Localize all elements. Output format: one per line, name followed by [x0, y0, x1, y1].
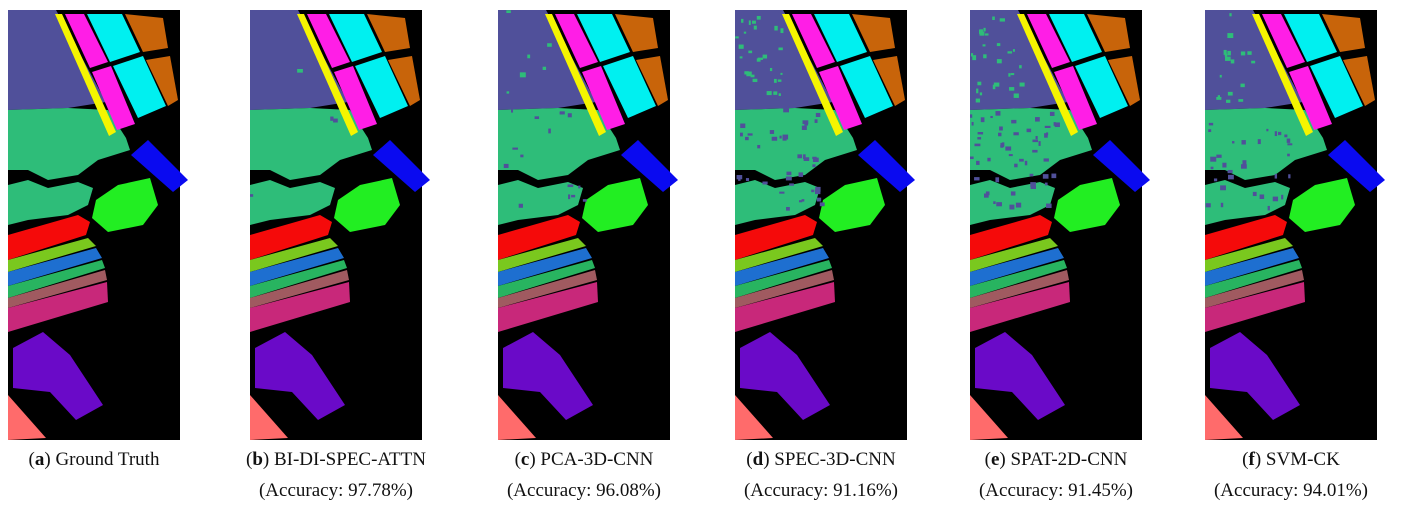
caption-title: (c) PCA-3D-CNN: [464, 444, 704, 475]
caption-title: (f) SVM-CK: [1171, 444, 1411, 475]
caption-text: ) Ground Truth: [44, 449, 159, 470]
classification-map: [250, 10, 430, 440]
accuracy: (Accuracy: 91.45%): [936, 475, 1176, 506]
caption: (f) SVM-CK(Accuracy: 94.01%): [1171, 444, 1411, 506]
caption-title: (a) Ground Truth: [0, 444, 214, 475]
accuracy: (Accuracy: 91.16%): [701, 475, 941, 506]
caption-title: (d) SPEC-3D-CNN: [701, 444, 941, 475]
accuracy: (Accuracy: 97.78%): [216, 475, 456, 506]
caption: (d) SPEC-3D-CNN(Accuracy: 91.16%): [701, 444, 941, 506]
panel-letter: b: [252, 449, 263, 470]
panel-letter: a: [35, 449, 45, 470]
caption-text: ) PCA-3D-CNN: [529, 449, 653, 470]
caption-text: ) SVM-CK: [1255, 449, 1340, 470]
panel-letter: d: [753, 449, 764, 470]
accuracy: (Accuracy: 96.08%): [464, 475, 704, 506]
accuracy: (Accuracy: 94.01%): [1171, 475, 1411, 506]
caption: (c) PCA-3D-CNN(Accuracy: 96.08%): [464, 444, 704, 506]
page: (() => { const data = JSON.parse(documen…: [0, 0, 1411, 505]
caption: (b) BI-DI-SPEC-ATTN(Accuracy: 97.78%): [216, 444, 456, 506]
caption-title: (e) SPAT-2D-CNN: [936, 444, 1176, 475]
classification-map: [970, 10, 1150, 440]
caption-title: (b) BI-DI-SPEC-ATTN: [216, 444, 456, 475]
classification-map: [498, 10, 678, 440]
classification-map: [735, 10, 915, 440]
caption-text: ) SPEC-3D-CNN: [763, 449, 895, 470]
caption-text: ) BI-DI-SPEC-ATTN: [263, 449, 426, 470]
figure: [0, 0, 1411, 450]
classification-map: [1205, 10, 1385, 440]
caption-text: ) SPAT-2D-CNN: [999, 449, 1127, 470]
caption: (e) SPAT-2D-CNN(Accuracy: 91.45%): [936, 444, 1176, 506]
classification-map: [8, 10, 188, 440]
caption: (a) Ground Truth: [0, 444, 214, 475]
